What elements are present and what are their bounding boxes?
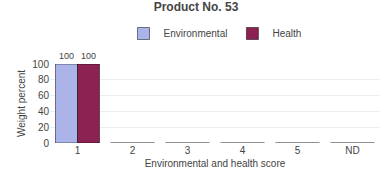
svg-text:Health: Health xyxy=(272,28,301,39)
svg-text:Weight percent: Weight percent xyxy=(16,70,27,137)
svg-text:ND: ND xyxy=(345,145,359,156)
svg-text:60: 60 xyxy=(38,90,50,101)
svg-text:100: 100 xyxy=(32,59,49,70)
svg-text:Environmental: Environmental xyxy=(164,28,228,39)
svg-text:Product No. 53: Product No. 53 xyxy=(154,0,239,14)
svg-text:100: 100 xyxy=(59,51,74,61)
svg-text:0: 0 xyxy=(43,138,49,149)
svg-text:4: 4 xyxy=(240,145,246,156)
svg-text:40: 40 xyxy=(38,106,50,117)
svg-text:5: 5 xyxy=(295,145,301,156)
svg-text:1: 1 xyxy=(75,145,81,156)
svg-text:Environmental and health score: Environmental and health score xyxy=(145,158,286,169)
svg-text:20: 20 xyxy=(38,122,50,133)
svg-text:3: 3 xyxy=(185,145,191,156)
svg-text:80: 80 xyxy=(38,74,50,85)
svg-text:100: 100 xyxy=(81,51,96,61)
svg-text:2: 2 xyxy=(130,145,136,156)
